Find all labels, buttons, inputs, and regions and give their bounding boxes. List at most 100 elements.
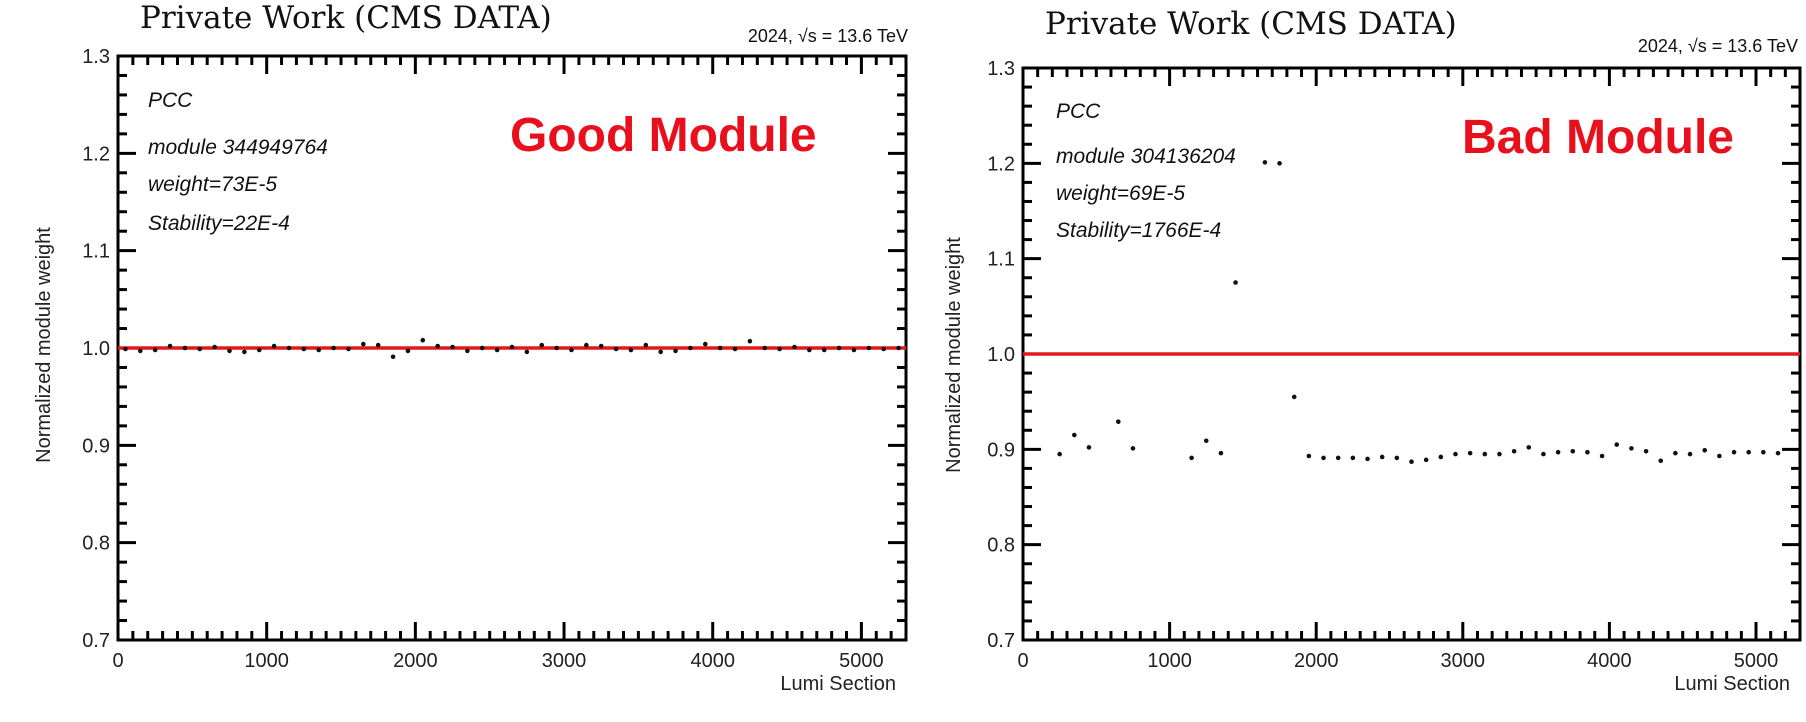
annotation-stability: Stability=22E-4 [148,212,290,235]
data-point [1482,451,1488,457]
annotation-module: module 304136204 [1056,145,1236,168]
data-point [138,348,143,354]
data-point [479,345,485,351]
data-point [1203,438,1209,444]
data-point [821,347,827,353]
data-point [1218,450,1224,456]
data-point [316,347,322,353]
chart-panel-good-module: Private Work (CMS DATA) 2024, √s = 13.6 … [33,0,908,695]
data-point [182,345,188,351]
data-point [494,347,500,353]
data-point [613,346,619,352]
y-tick-label: 0.9 [82,435,110,457]
data-point [1291,394,1297,400]
data-point [286,345,292,351]
chart-title: Private Work (CMS DATA) [140,0,552,36]
data-point [197,346,203,352]
data-point [836,345,842,351]
data-point [435,343,440,349]
x-axis-label: Lumi Section [1674,673,1790,695]
data-point [1306,453,1312,459]
data-point [777,346,782,352]
data-point [1746,449,1751,455]
data-point [301,346,307,352]
annotation-weight: weight=69E-5 [1056,182,1185,205]
data-point [1541,451,1546,457]
data-point [1585,449,1590,455]
data-point [702,341,708,347]
data-point [1350,455,1356,461]
data-point [1438,454,1444,460]
data-point [1702,447,1708,453]
x-tick-label: 3000 [542,650,587,672]
data-point [643,342,649,348]
data-point [1262,160,1268,165]
y-tick-label: 0.8 [987,535,1015,557]
data-point [658,349,663,355]
annotation-weight: weight=73E-5 [148,173,277,196]
data-point [717,345,723,351]
data-point [1555,449,1561,455]
data-point [271,343,277,349]
data-point [762,345,768,351]
x-tick-label: 5000 [839,650,884,672]
data-point [1057,451,1062,457]
y-tick-label: 0.9 [987,439,1015,461]
data-point [732,346,738,352]
data-point [539,342,545,348]
y-tick-label: 1.1 [987,249,1015,271]
y-tick-label: 1.2 [987,153,1015,175]
data-point [1570,448,1576,454]
data-point [1130,446,1136,451]
x-tick-label: 1000 [1147,650,1192,672]
module-status-tag: Bad Module [1462,111,1734,164]
x-tick-label: 4000 [1587,650,1632,672]
data-point [1467,450,1473,456]
data-point [1072,432,1077,438]
data-point [1379,454,1385,460]
data-point [1453,451,1458,457]
data-point [1115,419,1121,424]
x-tick-label: 5000 [1734,650,1779,672]
data-point [390,354,396,360]
data-point [881,346,886,352]
data-point [628,347,634,353]
data-point [688,345,693,351]
data-point [256,347,262,353]
data-point [375,342,381,348]
x-tick-label: 0 [1017,650,1028,672]
data-point [331,345,336,351]
annotation-stability: Stability=1766E-4 [1056,219,1221,242]
data-point [569,347,574,353]
data-point [509,344,515,350]
x-tick-label: 0 [112,650,123,672]
data-point [1497,451,1502,457]
data-point [851,347,857,353]
x-axis-label: Lumi Section [780,673,896,695]
data-point [242,349,247,355]
data-point [1335,455,1341,461]
x-tick-label: 3000 [1441,650,1486,672]
data-point [1423,457,1429,463]
data-point [554,345,559,351]
y-tick-label: 1.2 [82,143,110,165]
data-point [1409,459,1414,465]
data-point [673,348,678,354]
y-tick-label: 1.3 [82,46,110,68]
data-point [792,344,797,350]
data-point [405,348,411,354]
data-point [1761,449,1766,455]
data-point [1717,453,1722,459]
data-point [747,338,753,344]
data-point [1731,449,1737,455]
data-points [1023,160,1800,465]
data-point [807,347,812,353]
data-point [1321,455,1326,461]
x-tick-label: 1000 [244,650,289,672]
data-point [866,345,872,351]
y-tick-label: 0.8 [82,533,110,555]
energy-label: 2024, √s = 13.6 TeV [1638,36,1798,56]
data-point [1775,450,1781,456]
data-point [1673,450,1678,456]
